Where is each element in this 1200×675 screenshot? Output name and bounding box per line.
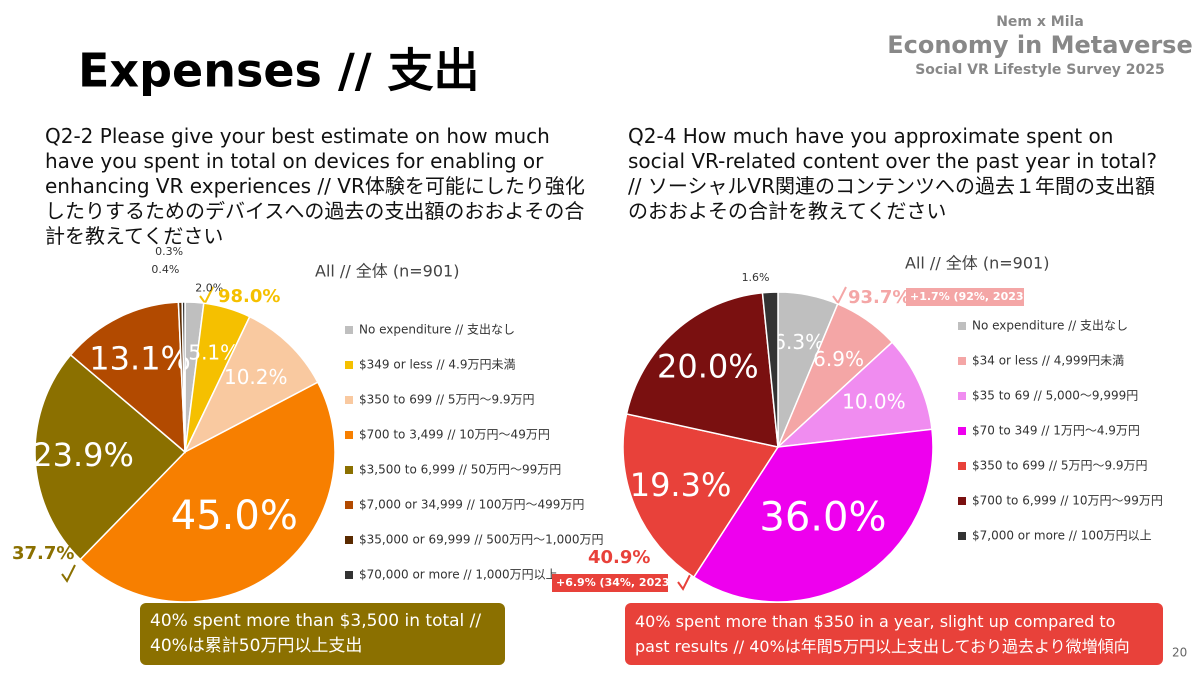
- legend-label: $35,000 or 69,999 // 500万円～1,000万円: [359, 533, 604, 547]
- check-icon: [677, 572, 692, 591]
- legend-label: $70 to 349 // 1万円～4.9万円: [972, 424, 1140, 438]
- pie-slice: [181, 301, 186, 453]
- legend-swatch: [345, 361, 353, 369]
- legend-label: $34 or less // 4,999円未満: [972, 354, 1124, 368]
- legend-swatch: [958, 497, 966, 505]
- legend-swatch: [345, 396, 353, 404]
- pie-slice: [183, 315, 319, 454]
- legend-label: No expenditure // 支出なし: [972, 319, 1128, 333]
- annotation: 37.7%: [12, 543, 74, 564]
- value-label: 10.2%: [224, 365, 288, 389]
- question-title: Q2-2 Please give your best estimate on h…: [45, 124, 585, 248]
- legend-label: $350 to 699 // 5万円～9.9万円: [359, 393, 535, 407]
- pie-slice: [69, 301, 186, 454]
- legend-label: $700 to 6,999 // 10万円～99万円: [972, 494, 1163, 508]
- note-box: [140, 603, 505, 665]
- check-icon: [832, 286, 847, 305]
- pie-slice: [761, 291, 779, 448]
- annotation-box: [906, 288, 1024, 306]
- value-label: 0.4%: [151, 263, 179, 276]
- legend-swatch: [345, 501, 353, 509]
- brand-main: Economy in Metaverse: [887, 31, 1193, 59]
- legend-label: No expenditure // 支出なし: [359, 323, 515, 337]
- legend-swatch: [345, 571, 353, 579]
- note-box: [625, 603, 1163, 665]
- brand-sub: Social VR Lifestyle Survey 2025: [915, 62, 1165, 78]
- annotation: 93.7%: [848, 287, 910, 308]
- value-label: 20.0%: [657, 347, 759, 385]
- legend-swatch: [345, 466, 353, 474]
- annotation: 98.0%: [218, 286, 280, 307]
- value-label: 2.0%: [195, 281, 223, 294]
- legend-label: $70,000 or more // 1,000万円以上: [359, 568, 558, 582]
- annotation: 40.9%: [588, 547, 650, 568]
- legend-label: $350 to 699 // 5万円～9.9万円: [972, 459, 1148, 473]
- pie-slice: [622, 413, 780, 579]
- legend-label: $349 or less // 4.9万円未満: [359, 358, 515, 372]
- pie-slice: [692, 428, 934, 603]
- legend-swatch: [958, 322, 966, 330]
- legend-label: $7,000 or 34,999 // 100万円～499万円: [359, 498, 584, 512]
- legend-label: $700 to 3,499 // 10万円～49万円: [359, 428, 550, 442]
- brand-top: Nem x Mila: [996, 14, 1084, 30]
- value-label: 1.6%: [742, 271, 770, 284]
- legend-swatch: [345, 536, 353, 544]
- note-text: 40% spent more than $3,500 in total // 4…: [150, 611, 482, 656]
- value-label: 23.9%: [32, 436, 134, 474]
- annotation: +1.7% (92%, 2023): [910, 290, 1029, 303]
- legend-swatch: [958, 462, 966, 470]
- legend-swatch: [958, 392, 966, 400]
- value-label: 0.3%: [155, 245, 183, 258]
- legend-label: $35 to 69 // 5,000～9,999円: [972, 389, 1138, 403]
- value-label: 6.9%: [813, 347, 864, 371]
- pie-slice: [625, 291, 779, 448]
- chart-subtitle: All // 全体 (n=901): [315, 262, 459, 281]
- value-label: 45.0%: [171, 493, 298, 539]
- pie-slice: [79, 381, 336, 603]
- note-text: 40% spent more than $350 in a year, slig…: [635, 612, 1130, 656]
- pie-slice: [775, 341, 933, 449]
- legend-label: $3,500 to 6,999 // 50万円～99万円: [359, 463, 561, 477]
- legend-swatch: [958, 427, 966, 435]
- legend-label: $7,000 or more // 100万円以上: [972, 529, 1152, 543]
- value-label: 13.1%: [89, 339, 191, 377]
- legend-swatch: [958, 357, 966, 365]
- value-label: 6.3%: [773, 330, 824, 354]
- chart-subtitle: All // 全体 (n=901): [905, 254, 1049, 273]
- annotation-box: [552, 574, 668, 592]
- page-number: 20: [1172, 646, 1187, 660]
- annotation: +6.9% (34%, 2023): [556, 576, 675, 589]
- pie-slice: [34, 353, 187, 561]
- legend-swatch: [958, 532, 966, 540]
- question-title: Q2-4 How much have you approximate spent…: [628, 124, 1158, 223]
- legend-swatch: [345, 431, 353, 439]
- legend-swatch: [345, 326, 353, 334]
- check-icon: [61, 564, 76, 583]
- value-label: 10.0%: [842, 390, 906, 414]
- value-label: 19.3%: [630, 466, 732, 504]
- slide-title: Expenses // 支出: [78, 44, 480, 98]
- value-label: 36.0%: [759, 494, 886, 540]
